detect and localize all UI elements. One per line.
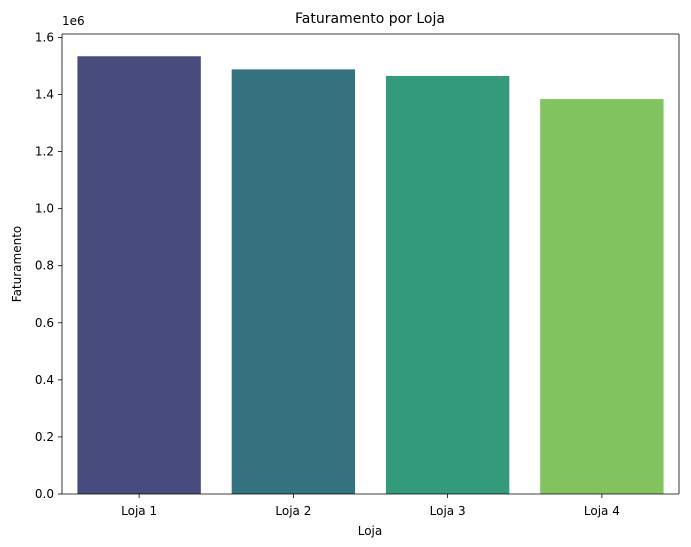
x-ticks-group: Loja 1 Loja 2 Loja 3 Loja 4 <box>121 494 620 518</box>
y-tick-label-5: 1.0 <box>35 202 54 216</box>
x-tick-label-1: Loja 1 <box>121 504 157 518</box>
y-ticks-group: 0.0 0.2 0.4 0.6 0.8 1.0 1.2 1.4 1.6 <box>35 30 62 501</box>
y-offset-label: 1e6 <box>62 14 85 28</box>
x-tick-label-3: Loja 3 <box>430 504 466 518</box>
y-tick-label-7: 1.4 <box>35 87 54 101</box>
bar-4 <box>540 99 664 494</box>
y-tick-label-0: 0.0 <box>35 487 54 501</box>
bar-3 <box>385 75 510 495</box>
bars-group <box>77 56 664 495</box>
y-tick-label-2: 0.4 <box>35 373 54 387</box>
x-tick-label-2: Loja 2 <box>275 504 311 518</box>
y-tick-label-6: 1.2 <box>35 145 54 159</box>
bar-2 <box>231 69 356 494</box>
y-tick-label-8: 1.6 <box>35 30 54 44</box>
y-tick-label-3: 0.6 <box>35 316 54 330</box>
x-axis-label: Loja <box>358 524 383 538</box>
y-axis-label: Faturamento <box>10 226 24 302</box>
bar-1 <box>77 56 201 495</box>
y-tick-label-1: 0.2 <box>35 430 54 444</box>
chart-title: Faturamento por Loja <box>295 11 445 27</box>
y-tick-label-4: 0.8 <box>35 259 54 273</box>
x-tick-label-4: Loja 4 <box>584 504 620 518</box>
